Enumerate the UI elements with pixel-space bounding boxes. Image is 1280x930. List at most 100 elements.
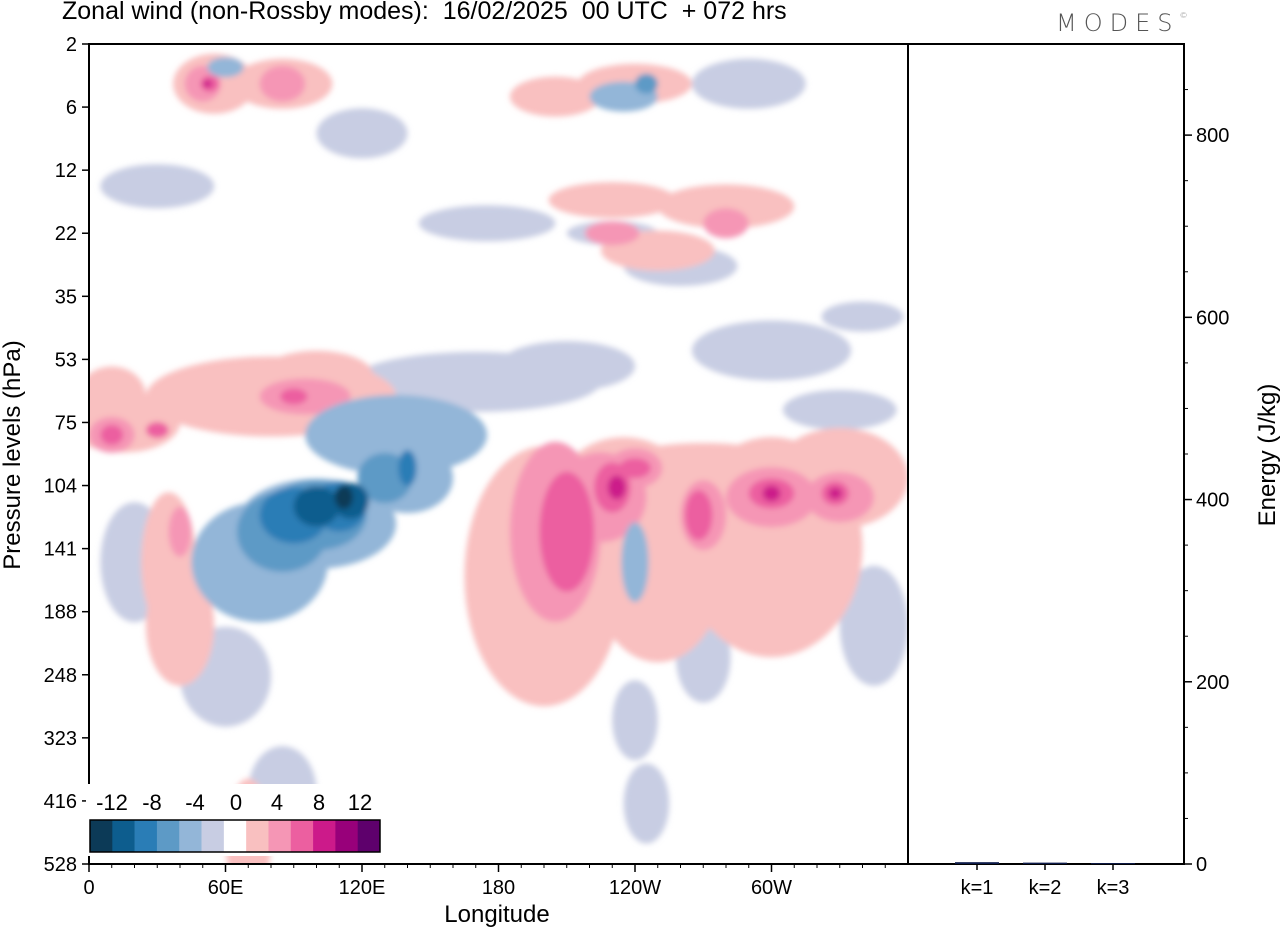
heatmap-cell (145, 422, 169, 438)
colorbar-label: 12 (348, 790, 372, 815)
energy-tick-label: 200 (1196, 672, 1229, 694)
colorbar-swatch (313, 820, 336, 852)
bar-category-label: k=3 (1097, 877, 1130, 899)
energy-axis-title: Energy (J/kg) (1254, 384, 1280, 527)
heatmap-cell (619, 458, 651, 479)
heatmap-cell (316, 108, 408, 159)
x-axis: 0 60E 120E 180 120W 60W (83, 864, 886, 899)
y-tick-label: 323 (44, 728, 77, 750)
energy-tick-label: 400 (1196, 490, 1229, 512)
energy-tick-label: 800 (1196, 125, 1229, 147)
y-tick-label: 104 (44, 476, 77, 498)
x-tick-label: 60W (751, 877, 792, 899)
colorbar-swatch (268, 820, 292, 852)
heatmap-cell (259, 65, 306, 102)
colorbar-label: -8 (142, 790, 162, 815)
x-tick-label: 180 (482, 877, 515, 899)
energy-bar (1023, 862, 1067, 864)
heatmap-cell (691, 320, 852, 381)
heatmap-cell (828, 487, 842, 500)
heatmap-cell (703, 208, 749, 239)
heatmap-cell (839, 565, 908, 686)
bar-frame (907, 43, 1185, 865)
y-tick-label: 6 (66, 97, 77, 119)
colorbar-label: 8 (313, 790, 325, 815)
colorbar-swatch (156, 820, 180, 852)
colorbar-swatch (357, 820, 381, 852)
heatmap-cell (334, 485, 353, 510)
heatmap-cell (498, 341, 636, 392)
heatmap-cell (280, 388, 308, 405)
y-tick-label: 75 (55, 412, 77, 434)
heatmap-cell (548, 182, 676, 219)
heatmap-cell (168, 506, 192, 557)
heatmap-cell (762, 485, 781, 502)
heatmap-cell (621, 522, 649, 603)
bar-series: k=1 k=2 k=3 (955, 862, 1135, 899)
heatmap-cell (539, 471, 595, 592)
brand-logo: MODES© (1056, 9, 1188, 37)
colorbar-swatch (290, 820, 314, 852)
heatmap-cell (635, 73, 658, 94)
y-tick-label: 248 (44, 665, 77, 687)
heatmap-area (89, 53, 908, 864)
energy-bar (955, 862, 999, 864)
heatmap-cell (398, 450, 417, 487)
heatmap-cell (100, 424, 124, 445)
heatmap-cell (782, 389, 897, 430)
colorbar-swatch (223, 820, 247, 852)
colorbar-label: -12 (96, 790, 128, 815)
y-axis-title: Pressure levels (hPa) (0, 340, 26, 569)
colorbar-swatch (335, 820, 358, 852)
colorbar-label: 4 (271, 790, 283, 815)
heatmap-cell (821, 301, 904, 332)
x-tick-label: 60E (208, 877, 244, 899)
x-axis-title: Longitude (444, 901, 549, 928)
y-tick-label: 35 (55, 286, 77, 308)
y-tick-label: 2 (66, 34, 77, 56)
heatmap-cell (691, 58, 806, 109)
heatmap-cell (100, 164, 215, 209)
energy-axis: 0 200 400 600 800 (1184, 89, 1229, 876)
y-tick-label: 12 (55, 160, 77, 182)
y-axis: 2 6 12 22 35 53 75 104 141 188 248 323 416 528 (44, 34, 89, 876)
y-tick-label: 188 (44, 602, 77, 624)
heatmap-cell (607, 475, 626, 500)
colorbar-label: 0 (230, 790, 242, 815)
energy-tick-label: 0 (1196, 854, 1207, 876)
heatmap-cell (293, 486, 340, 527)
heatmap-cell (418, 205, 556, 242)
y-tick-label: 141 (44, 539, 77, 561)
heatmap-cell (202, 79, 212, 88)
colorbar-swatch (112, 820, 135, 852)
x-tick-label: 120E (339, 877, 386, 899)
heatmap-cell (585, 221, 640, 246)
heatmap-cell (657, 184, 795, 229)
heatmap-cell (509, 76, 601, 117)
heatmap-cell (207, 57, 244, 78)
x-tick-label: 120W (609, 877, 661, 899)
energy-bar (1091, 863, 1135, 865)
colorbar-swatch (246, 820, 269, 852)
colorbar: -12 -8 -4 0 4 8 12 (86, 784, 384, 856)
y-tick-label: 528 (44, 854, 77, 876)
bar-category-label: k=1 (961, 877, 994, 899)
y-tick-label: 53 (55, 349, 77, 371)
heatmap-cell (89, 366, 146, 427)
x-tick-label: 0 (83, 877, 94, 899)
y-tick-label: 22 (55, 223, 77, 245)
colorbar-swatch (134, 820, 158, 852)
page-title: Zonal wind (non-Rossby modes): 16/02/202… (62, 0, 787, 25)
colorbar-swatch (201, 820, 225, 852)
heatmap-cell (612, 680, 658, 761)
heatmap-cell (357, 453, 413, 503)
heatmap-cell (623, 763, 670, 844)
heatmap-cell (145, 565, 215, 686)
energy-tick-label: 600 (1196, 307, 1229, 329)
colorbar-swatch (179, 820, 202, 852)
y-tick-label: 416 (44, 791, 77, 813)
heatmap-cell (685, 490, 713, 541)
bar-category-label: k=2 (1029, 877, 1062, 899)
colorbar-label: -4 (185, 790, 205, 815)
